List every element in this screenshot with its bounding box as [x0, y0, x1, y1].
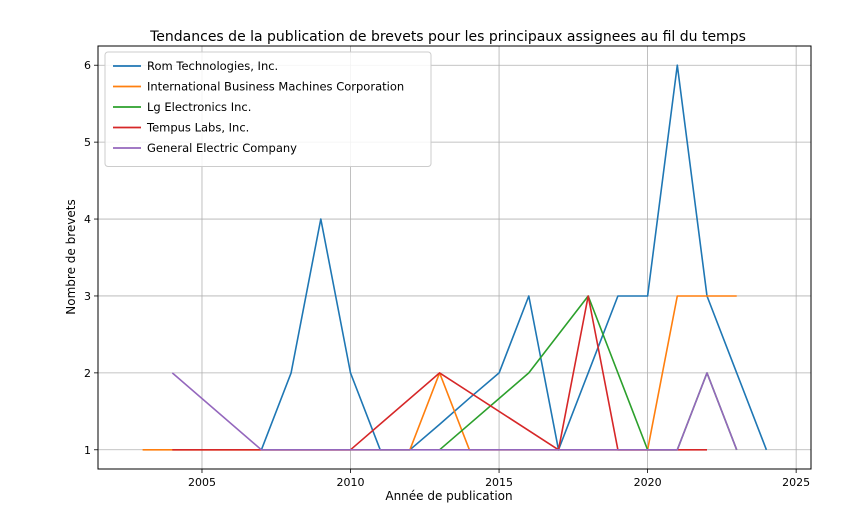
x-tick-label: 2010 [337, 476, 365, 489]
legend: Rom Technologies, Inc. International Busi… [105, 52, 431, 167]
x-tick-label: 2025 [782, 476, 810, 489]
legend-label: General Electric Company [147, 141, 297, 155]
legend-label: Tempus Labs, Inc. [146, 121, 249, 135]
y-tick-label: 2 [84, 367, 91, 380]
x-tick-label: 2015 [485, 476, 513, 489]
x-axis-label: Année de publication [385, 489, 512, 503]
legend-label: Rom Technologies, Inc. [147, 59, 278, 73]
legend-label: Lg Electronics Inc. [147, 100, 251, 114]
y-tick-label: 1 [84, 444, 91, 457]
x-tick-label: 2005 [188, 476, 216, 489]
x-tick-label: 2020 [634, 476, 662, 489]
y-tick-label: 4 [84, 213, 91, 226]
legend-label: International Business Machines Corporat… [147, 80, 404, 94]
y-tick-label: 6 [84, 59, 91, 72]
y-tick-label: 3 [84, 290, 91, 303]
y-tick-label: 5 [84, 136, 91, 149]
chart-title: Tendances de la publication de brevets p… [149, 29, 746, 45]
y-axis-label: Nombre de brevets [64, 199, 78, 314]
